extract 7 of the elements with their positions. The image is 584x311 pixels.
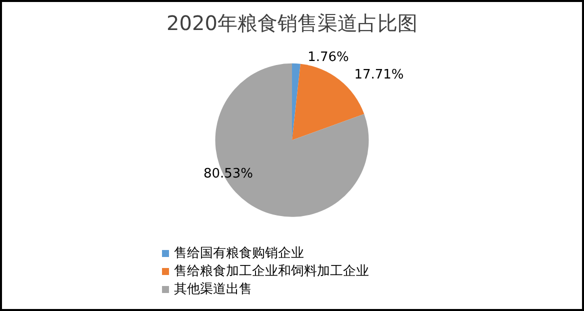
legend-label: 售给粮食加工企业和饲料加工企业 <box>174 264 369 279</box>
chart-title: 2020年粮食销售渠道占比图 <box>166 11 418 35</box>
data-label: 80.53% <box>203 166 254 182</box>
legend-label: 其他渠道出售 <box>174 282 252 297</box>
data-label: 1.76% <box>308 50 349 66</box>
data-label: 17.71% <box>354 68 404 83</box>
legend-label: 售给国有粮食购销企业 <box>174 246 304 261</box>
